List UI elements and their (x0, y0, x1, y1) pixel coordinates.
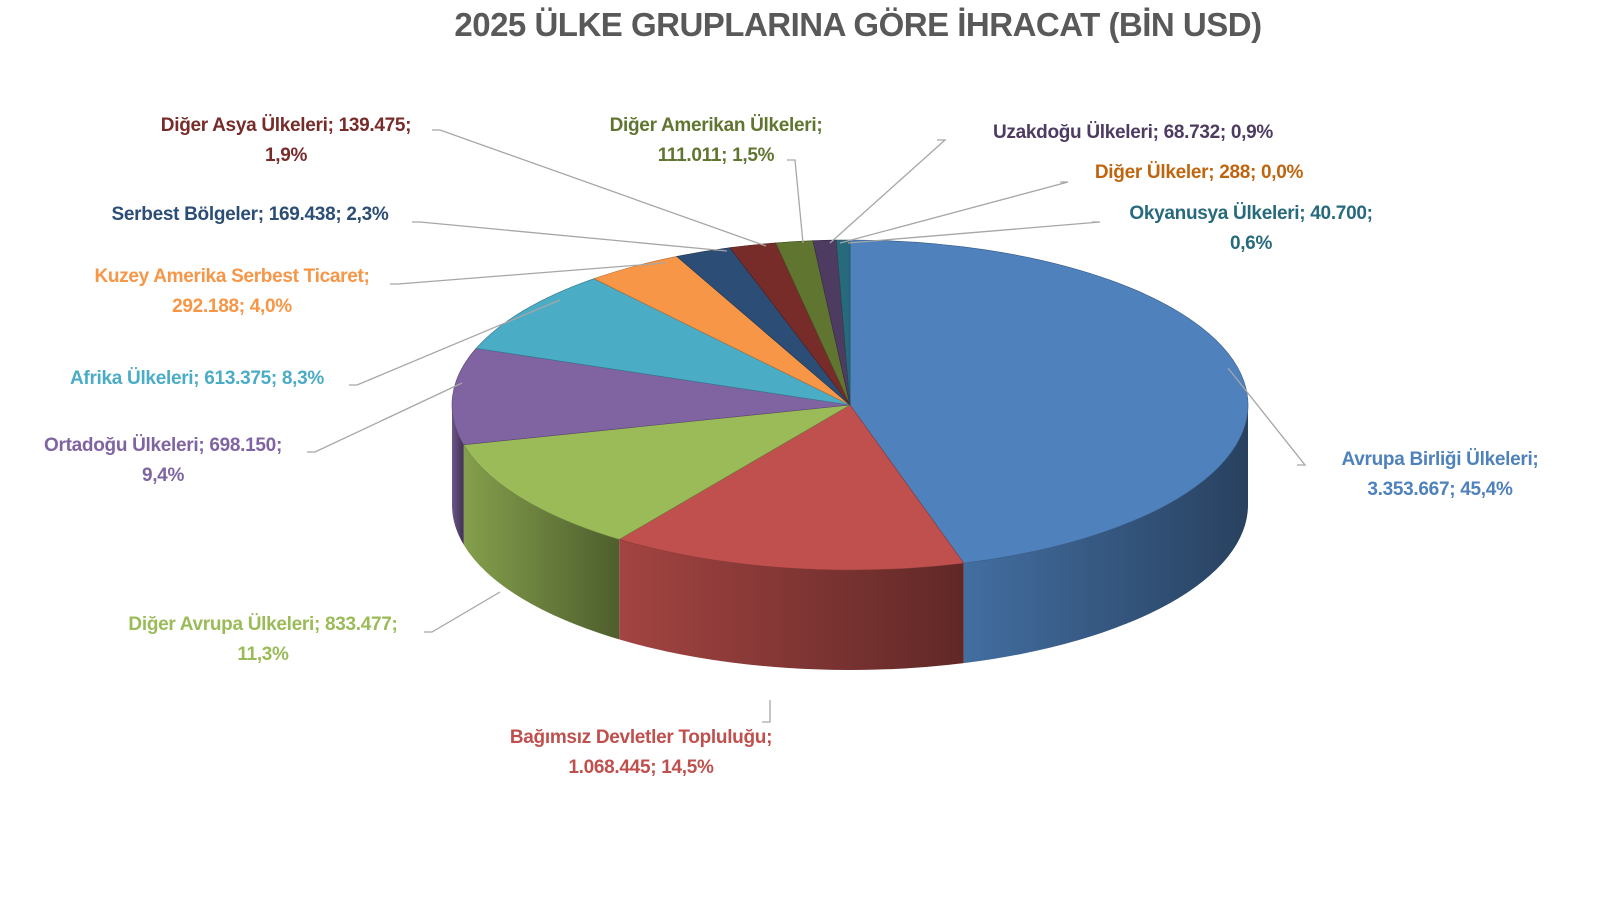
data-label-line: 0,6% (1229, 233, 1273, 254)
chart-title: 2025 ÜLKE GRUPLARINA GÖRE İHRACAT (BİN U… (454, 6, 1262, 43)
data-label-line: Serbest Bölgeler; 169.438; 2,3% (111, 204, 389, 225)
leader-line (390, 262, 666, 285)
data-label-line: Okyanusya Ülkeleri; 40.700; (1129, 203, 1373, 224)
data-label-line: Afrika Ülkeleri; 613.375; 8,3% (70, 368, 324, 389)
data-label: Ortadoğu Ülkeleri; 698.150; 9,4% (44, 431, 282, 491)
data-label-line: 292.188; 4,0% (172, 296, 292, 317)
leader-line (829, 139, 947, 244)
data-label-line: Avrupa Birliği Ülkeleri; (1341, 449, 1539, 470)
data-label: Diğer Amerikan Ülkeleri; 111.011; 1,5% (610, 111, 823, 171)
data-label-line: Bağımsız Devletler Topluluğu; (509, 727, 773, 748)
slice-ba-ms-z-devletler-toplulu-u[interactable] (618, 404, 965, 571)
leader-line (839, 181, 1069, 244)
leader-line (787, 159, 804, 244)
data-label: Serbest Bölgeler; 169.438; 2,3% (112, 200, 389, 230)
leader-line (412, 221, 728, 252)
slice-ortado-u-lkeleri[interactable] (451, 348, 851, 446)
data-label-line: 1.068.445; 14,5% (568, 757, 714, 778)
data-label-line: Diğer Ülkeler; 288; 0,0% (1094, 162, 1304, 183)
data-label-line: Diğer Asya Ülkeleri; 139.475; (160, 115, 412, 136)
data-label-line: 11,3% (237, 644, 289, 665)
data-label: Bağımsız Devletler Topluluğu; 1.068.445; … (509, 723, 773, 783)
slice-di-er-avrupa-lkeleri[interactable] (463, 404, 851, 540)
slice-afrika-lkeleri[interactable] (475, 278, 851, 406)
leader-line (432, 129, 767, 247)
data-label-line: 3.353.667; 45,4% (1367, 479, 1513, 500)
data-label: Kuzey Amerika Serbest Ticaret; 292.188; 4… (94, 262, 369, 322)
data-label-line: 111.011; 1,5% (657, 145, 775, 166)
data-label: Diğer Avrupa Ülkeleri; 833.477; 11,3% (128, 610, 397, 670)
data-label-line: Diğer Avrupa Ülkeleri; 833.477; (128, 614, 398, 635)
slice-avrupa-birli-i-lkeleri-side (963, 405, 1248, 664)
data-label-line: 1,9% (264, 145, 308, 166)
data-label: Diğer Asya Ülkeleri; 139.475; 1,9% (160, 111, 412, 171)
slice-avrupa-birli-i-lkeleri[interactable] (849, 239, 1249, 564)
leader-line (307, 382, 463, 453)
data-label-line: Ortadoğu Ülkeleri; 698.150; (44, 435, 282, 456)
data-label-line: Uzakdoğu Ülkeleri; 68.732; 0,9% (992, 122, 1274, 143)
leader-line (1227, 367, 1307, 466)
data-label: Avrupa Birliği Ülkeleri; 3.353.667; 45,4% (1342, 445, 1539, 505)
data-label-line: 9,4% (141, 465, 185, 486)
data-label: Uzakdoğu Ülkeleri; 68.732; 0,9% (993, 118, 1273, 148)
leader-line (424, 591, 501, 633)
data-label-line: Diğer Amerikan Ülkeleri; (609, 115, 823, 136)
slice-di-er-avrupa-lkeleri-side (463, 444, 620, 640)
slice-ba-ms-z-devletler-toplulu-u-side (619, 539, 964, 670)
data-label: Diğer Ülkeler; 288; 0,0% (1094, 158, 1304, 188)
leader-line (762, 700, 771, 723)
data-label: Okyanusya Ülkeleri; 40.700; 0,6% (1129, 199, 1373, 259)
leader-line (847, 221, 1101, 244)
data-label: Afrika Ülkeleri; 613.375; 8,3% (70, 364, 324, 394)
data-label-line: Kuzey Amerika Serbest Ticaret; (94, 266, 370, 287)
leader-line (349, 299, 561, 386)
